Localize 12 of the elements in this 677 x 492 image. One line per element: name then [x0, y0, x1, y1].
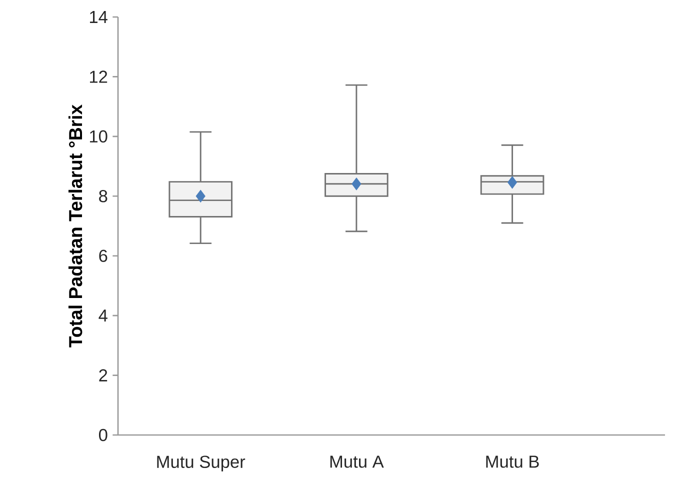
y-tick-label: 2 — [99, 369, 108, 382]
y-tick-label: 14 — [90, 11, 108, 23]
y-tick-label: 10 — [90, 130, 108, 143]
y-tick-label: 8 — [99, 190, 108, 202]
y-tick-label: 6 — [99, 250, 108, 262]
y-tick-label: 0 — [98, 428, 108, 442]
y-tick-label: 12 — [90, 70, 108, 83]
x-tick-label: Mutu A — [330, 456, 384, 468]
y-tick-label: 4 — [98, 310, 108, 322]
x-tick-label: Mutu Super — [157, 456, 246, 472]
x-tick-label: Mutu B — [486, 456, 539, 468]
y-axis-title: Total Padatan Terlarut °Brix — [68, 104, 82, 348]
